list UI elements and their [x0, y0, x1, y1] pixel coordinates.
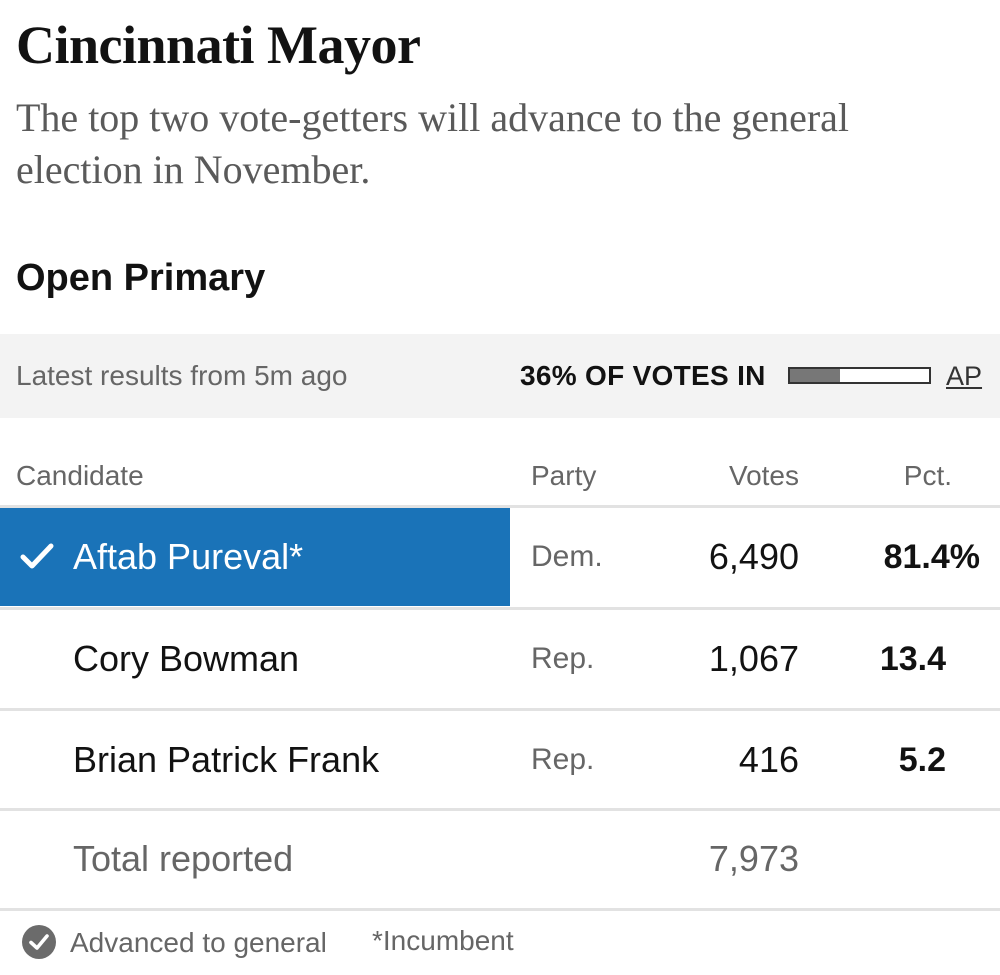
check-icon	[20, 543, 54, 569]
check-circle-icon	[22, 925, 56, 959]
divider	[0, 908, 1000, 911]
header-pct: Pct.	[903, 460, 952, 491]
table-row: Brian Patrick Frank Rep. 416 5.2	[0, 711, 1000, 809]
votes-in-progress-bar	[788, 367, 931, 384]
table-row: Cory Bowman Rep. 1,067 13.4	[0, 610, 1000, 708]
total-reported-label: Total reported	[73, 838, 294, 879]
race-name: Open Primary	[16, 257, 266, 299]
total-reported-votes: 7,973	[708, 838, 799, 879]
candidate-party: Rep.	[531, 743, 595, 776]
candidate-votes: 6,490	[708, 536, 799, 577]
candidate-name: Brian Patrick Frank	[73, 739, 380, 780]
latest-results-text: Latest results from 5m ago	[16, 360, 348, 391]
table-row: Aftab Pureval* Dem. 6,490 81.4%	[0, 508, 1000, 606]
votes-in-progress-fill	[790, 369, 841, 382]
candidate-votes: 1,067	[708, 638, 799, 679]
legend-advanced: Advanced to general	[70, 927, 327, 958]
winner-highlight	[0, 508, 510, 606]
candidate-name: Cory Bowman	[73, 638, 300, 679]
header-party: Party	[531, 460, 597, 491]
candidate-votes: 416	[738, 739, 799, 780]
page-subtitle: The top two vote-getters will advance to…	[16, 95, 850, 192]
candidate-party: Rep.	[531, 642, 595, 675]
candidate-pct: 5.2	[898, 741, 946, 779]
header-votes: Votes	[728, 460, 799, 491]
page-title: Cincinnati Mayor	[16, 15, 421, 75]
candidate-pct: 13.4	[879, 640, 946, 678]
divider	[0, 808, 1000, 811]
header-candidate: Candidate	[16, 460, 144, 491]
ap-source-link[interactable]: AP	[946, 361, 983, 391]
divider	[0, 607, 1000, 610]
divider	[0, 708, 1000, 711]
votes-in-label: 36% OF VOTES IN	[520, 360, 766, 391]
divider	[0, 505, 1000, 508]
candidate-pct: 81.4%	[883, 538, 980, 576]
candidate-name: Aftab Pureval*	[73, 536, 304, 577]
legend-incumbent: *Incumbent	[372, 925, 514, 956]
candidate-party: Dem.	[531, 540, 603, 573]
